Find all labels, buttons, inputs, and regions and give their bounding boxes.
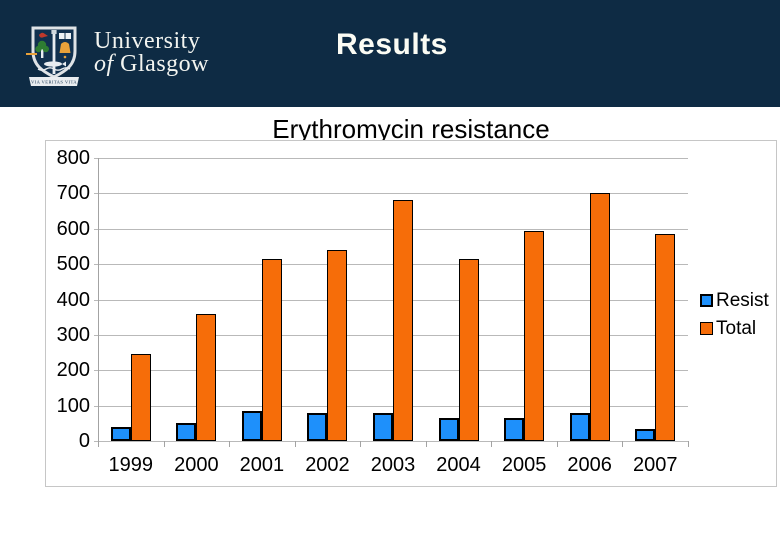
y-axis-label-200: 200 (56, 359, 90, 382)
x-axis-label-2002: 2002 (305, 454, 350, 476)
x-axis-tick (425, 441, 427, 447)
y-axis-label-500: 500 (56, 253, 90, 276)
x-axis-tick (163, 441, 165, 447)
gridline-300 (94, 334, 688, 336)
x-axis-label-2004: 2004 (436, 454, 481, 476)
bar-resist-2002 (307, 412, 328, 441)
y-axis-label-600: 600 (56, 217, 90, 240)
x-axis-tick (294, 441, 296, 447)
gridline-100 (94, 405, 688, 407)
legend-item-resist: Resist (700, 291, 769, 310)
x-axis-label-2005: 2005 (501, 454, 547, 476)
bar-resist-2006 (569, 412, 590, 441)
bar-resist-1999 (110, 426, 131, 441)
x-axis-tick (491, 441, 493, 447)
x-axis-tick (622, 441, 624, 447)
legend-marker-total (700, 322, 713, 335)
x-axis-tick (229, 441, 231, 447)
bar-resist-2000 (176, 423, 197, 441)
wordmark-line1: University (94, 28, 201, 54)
legend-item-total: Total (700, 319, 769, 338)
wordmark-line2: of Glasgow (94, 51, 209, 77)
university-wordmark: University of Glasgow (94, 28, 209, 77)
legend-label-total: Total (716, 318, 757, 339)
bar-total-2004 (458, 258, 479, 441)
gridline-700 (94, 193, 688, 195)
chart-title: Erythromycin resistance (272, 114, 550, 144)
bar-total-2007 (655, 234, 676, 441)
x-axis-label-2007: 2007 (632, 454, 678, 476)
gridline-600 (94, 228, 688, 230)
bar-resist-2003 (373, 412, 393, 441)
bar-total-2005 (524, 230, 545, 441)
bar-total-1999 (130, 354, 151, 441)
gridline-800 (94, 158, 688, 159)
y-axis-label-100: 100 (56, 394, 90, 417)
y-axis-label-400: 400 (56, 288, 90, 311)
x-axis-label-2000: 2000 (174, 454, 219, 476)
bar-total-2006 (589, 193, 610, 441)
gridline-500 (94, 264, 688, 266)
bar-resist-2007 (635, 428, 656, 441)
gridline-0 (94, 441, 688, 442)
legend-marker-resist (700, 294, 713, 307)
chart-frame: 0 100 200 300 400 500 600 700 800 1999 2000 2001 200… (45, 140, 777, 487)
bar-resist-2001 (241, 410, 262, 441)
university-crest-icon: VIA VERITAS VITA (26, 26, 79, 86)
bar-resist-2005 (504, 418, 525, 441)
bar-resist-2004 (438, 418, 459, 441)
x-axis-tick (556, 441, 558, 447)
x-axis-label-1999: 1999 (108, 454, 154, 476)
legend-label-resist: Resist (716, 290, 769, 311)
x-axis-tick (360, 441, 362, 447)
gridline-400 (94, 299, 688, 301)
bar-total-2000 (196, 313, 217, 441)
x-axis-label-2001: 2001 (239, 454, 285, 476)
bar-total-2003 (393, 200, 413, 441)
x-axis-label-2003: 2003 (370, 454, 416, 476)
slide-title: Results (336, 28, 448, 61)
x-axis-tick (98, 441, 99, 447)
bar-total-2002 (327, 249, 348, 441)
crest-motto: VIA VERITAS VITA (31, 80, 77, 85)
y-axis-label-800: 800 (56, 147, 90, 169)
chart-legend: Resist Total (700, 291, 769, 347)
y-axis-label-300: 300 (56, 323, 90, 346)
y-axis-line (98, 158, 99, 441)
x-axis-label-2006: 2006 (567, 454, 612, 476)
x-axis-tick (688, 441, 689, 447)
gridline-200 (94, 370, 688, 372)
university-logo: VIA VERITAS VITA University of Glasgow (26, 13, 209, 87)
y-axis-label-0: 0 (78, 430, 90, 452)
slide-header: VIA VERITAS VITA University of Glasgow R… (0, 0, 780, 107)
bar-total-2001 (261, 258, 282, 441)
y-axis-label-700: 700 (56, 182, 90, 205)
